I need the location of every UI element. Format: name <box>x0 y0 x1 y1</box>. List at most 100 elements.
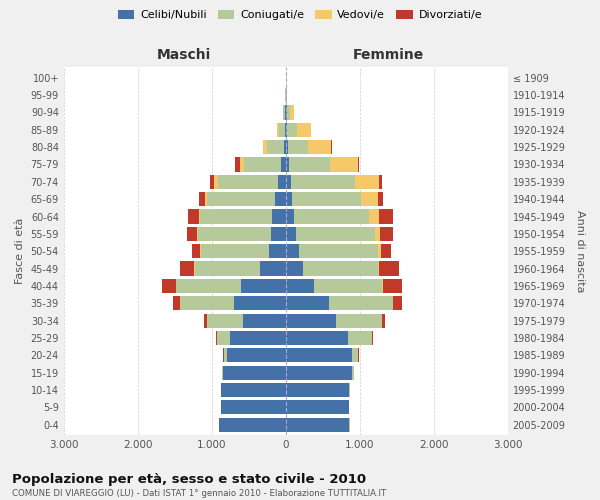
Bar <box>211 174 214 189</box>
Bar <box>286 383 349 397</box>
Bar <box>221 383 286 397</box>
Bar <box>380 226 394 241</box>
Bar <box>272 210 286 224</box>
Bar <box>286 174 291 189</box>
Bar <box>292 192 361 206</box>
Text: Popolazione per età, sesso e stato civile - 2010: Popolazione per età, sesso e stato civil… <box>12 472 366 486</box>
Bar <box>377 244 381 258</box>
Text: Maschi: Maschi <box>157 48 211 62</box>
Bar <box>191 244 200 258</box>
Bar <box>223 366 286 380</box>
Bar <box>284 122 286 137</box>
Bar <box>379 262 400 276</box>
Bar <box>383 279 402 293</box>
Bar <box>377 192 383 206</box>
Bar <box>370 210 379 224</box>
Bar <box>219 418 286 432</box>
Bar <box>379 174 382 189</box>
Bar <box>162 279 176 293</box>
Bar <box>200 210 272 224</box>
Text: COMUNE DI VIAREGGIO (LU) - Dati ISTAT 1° gennaio 2010 - Elaborazione TUTTITALIA.: COMUNE DI VIAREGGIO (LU) - Dati ISTAT 1°… <box>12 489 386 498</box>
Bar <box>218 174 278 189</box>
Bar <box>297 122 311 137</box>
Bar <box>287 140 308 154</box>
Bar <box>358 158 359 172</box>
Legend: Celibi/Nubili, Coniugati/e, Vedovi/e, Divorziati/e: Celibi/Nubili, Coniugati/e, Vedovi/e, Di… <box>113 6 487 25</box>
Bar <box>286 106 287 120</box>
Bar <box>286 210 294 224</box>
Bar <box>176 279 241 293</box>
Bar <box>308 140 331 154</box>
Bar <box>287 122 297 137</box>
Bar <box>355 174 379 189</box>
Bar <box>286 296 329 310</box>
Bar <box>286 331 348 345</box>
Bar <box>394 296 402 310</box>
Bar <box>275 192 286 206</box>
Bar <box>269 244 286 258</box>
Bar <box>241 279 286 293</box>
Bar <box>374 226 380 241</box>
Bar <box>278 174 286 189</box>
Y-axis label: Anni di nascita: Anni di nascita <box>575 210 585 292</box>
Bar <box>235 158 240 172</box>
Bar <box>289 158 330 172</box>
Bar <box>294 210 370 224</box>
Bar <box>221 400 286 414</box>
Bar <box>240 158 244 172</box>
Bar <box>286 348 352 362</box>
Bar <box>244 158 281 172</box>
Bar <box>208 314 243 328</box>
Bar <box>286 314 336 328</box>
Bar <box>234 296 286 310</box>
Bar <box>296 226 374 241</box>
Bar <box>330 158 358 172</box>
Bar <box>214 174 218 189</box>
Bar <box>286 140 287 154</box>
Bar <box>290 106 294 120</box>
Bar <box>180 262 194 276</box>
Bar <box>230 331 286 345</box>
Bar <box>286 122 287 137</box>
Bar <box>314 279 382 293</box>
Bar <box>201 244 269 258</box>
Bar <box>286 158 289 172</box>
Bar <box>286 418 349 432</box>
Bar <box>271 226 286 241</box>
Bar <box>206 192 275 206</box>
Bar <box>329 296 393 310</box>
Bar <box>260 262 286 276</box>
Bar <box>286 279 314 293</box>
Bar <box>243 314 286 328</box>
Bar <box>336 314 382 328</box>
Bar <box>195 262 260 276</box>
Bar <box>286 226 296 241</box>
Bar <box>268 140 284 154</box>
Text: Femmine: Femmine <box>352 48 424 62</box>
Y-axis label: Fasce di età: Fasce di età <box>15 218 25 284</box>
Bar <box>197 226 199 241</box>
Bar <box>299 244 377 258</box>
Bar <box>199 192 205 206</box>
Bar <box>205 192 206 206</box>
Bar <box>263 140 268 154</box>
Bar <box>352 366 353 380</box>
Bar <box>379 210 393 224</box>
Bar <box>279 122 284 137</box>
Bar <box>200 244 201 258</box>
Bar <box>283 106 285 120</box>
Bar <box>348 331 373 345</box>
Bar <box>180 296 234 310</box>
Bar <box>286 366 352 380</box>
Bar <box>217 331 230 345</box>
Bar <box>204 314 207 328</box>
Bar <box>227 348 286 362</box>
Bar <box>199 226 271 241</box>
Bar <box>303 262 377 276</box>
Bar <box>286 400 349 414</box>
Bar <box>382 314 385 328</box>
Bar <box>287 106 290 120</box>
Bar <box>187 226 197 241</box>
Bar <box>188 210 199 224</box>
Bar <box>224 348 227 362</box>
